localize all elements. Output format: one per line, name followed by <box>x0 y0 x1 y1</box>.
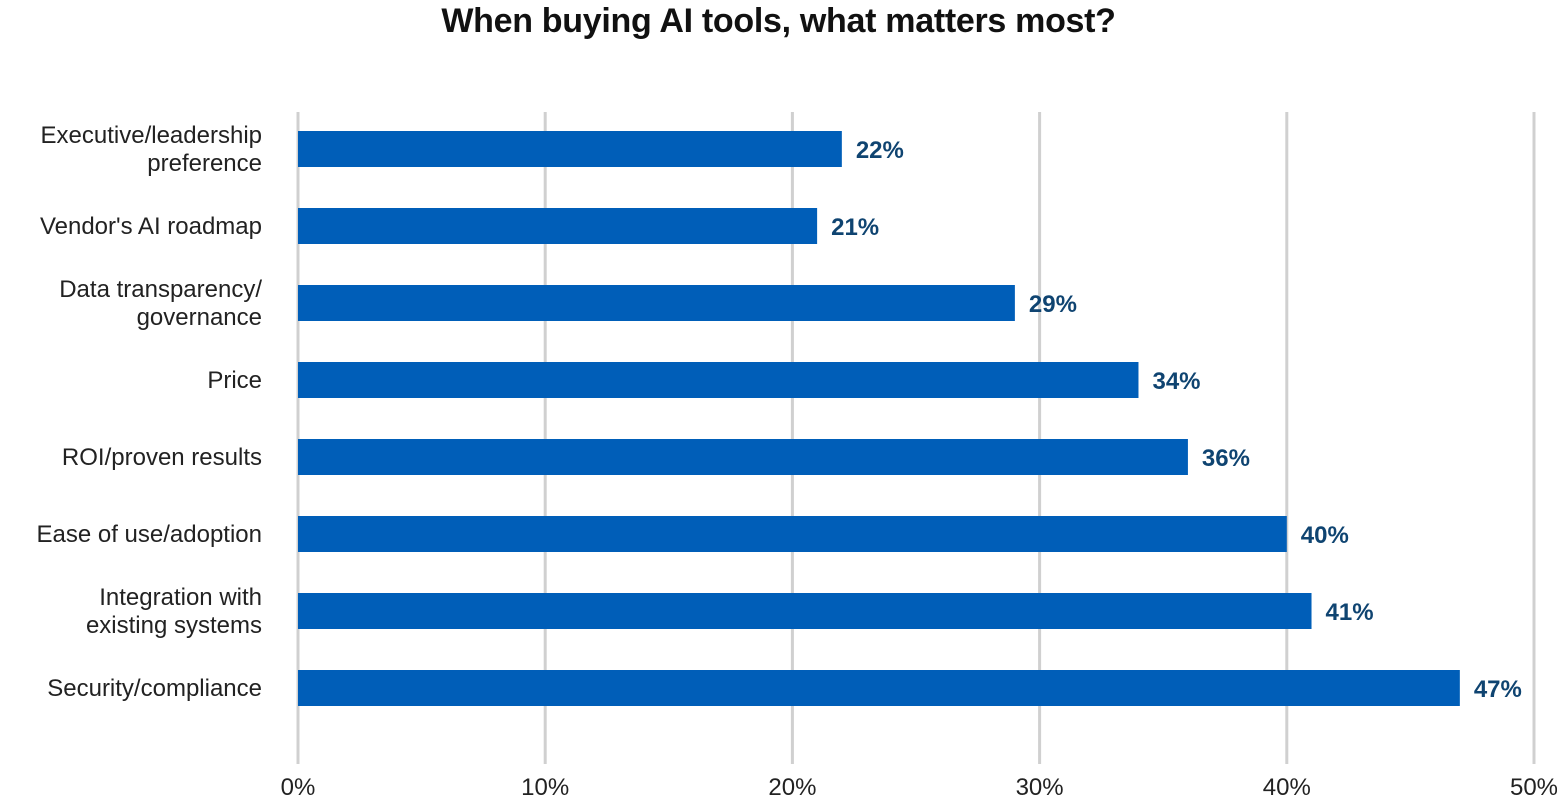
category-label: Integration with existing systems <box>86 584 262 639</box>
x-tick-label: 10% <box>521 774 569 801</box>
category-label: Data transparency/governance <box>59 276 262 331</box>
data-label: 21% <box>831 214 879 241</box>
category-label: Security/compliance <box>47 675 262 702</box>
bar <box>298 362 1139 398</box>
category-label-line: ROI/proven results <box>62 444 262 471</box>
category-label: Ease of use/adoption <box>36 521 262 548</box>
bar <box>298 131 842 167</box>
category-label-line: Integration with <box>99 584 262 611</box>
x-tick-label: 0% <box>281 774 316 801</box>
bar <box>298 516 1287 552</box>
bar <box>298 593 1312 629</box>
bar <box>298 670 1460 706</box>
data-label: 40% <box>1301 522 1349 549</box>
data-label: 41% <box>1326 599 1374 626</box>
bar <box>298 208 818 244</box>
category-label-line: governance <box>137 304 262 331</box>
x-axis-tick-labels: 0% 10% 20% 30% 40% 50% <box>281 774 1557 801</box>
category-label-line: Security/compliance <box>47 675 262 702</box>
bar <box>298 285 1015 321</box>
x-tick-label: 50% <box>1510 774 1557 801</box>
category-label-line: existing systems <box>86 612 262 639</box>
category-label-line: Executive/leadership <box>41 122 262 149</box>
category-label-line: preference <box>147 150 262 177</box>
category-label-line: Price <box>207 367 262 394</box>
chart-title: When buying AI tools, what matters most? <box>441 2 1116 40</box>
category-label-line: Data transparency/ <box>59 276 262 303</box>
category-label-line: Ease of use/adoption <box>36 521 262 548</box>
data-label: 29% <box>1029 291 1077 318</box>
bars <box>298 131 1460 706</box>
x-tick-label: 40% <box>1263 774 1311 801</box>
category-label: Executive/leadership preference <box>41 122 262 177</box>
data-label: 47% <box>1474 676 1522 703</box>
category-label: Vendor's AI roadmap <box>40 213 262 240</box>
data-label: 34% <box>1152 368 1200 395</box>
category-label: ROI/proven results <box>62 444 262 471</box>
category-labels: Executive/leadership preference Vendor's A… <box>36 122 262 702</box>
data-label: 36% <box>1202 445 1250 472</box>
bar <box>298 439 1188 475</box>
category-label-line: Vendor's AI roadmap <box>40 213 262 240</box>
x-tick-label: 30% <box>1016 774 1064 801</box>
x-tick-label: 20% <box>768 774 816 801</box>
category-label: Price <box>207 367 262 394</box>
data-labels: 22% 21% 29% 34% 36% 40% 41% 47% <box>831 137 1522 703</box>
data-label: 22% <box>856 137 904 164</box>
